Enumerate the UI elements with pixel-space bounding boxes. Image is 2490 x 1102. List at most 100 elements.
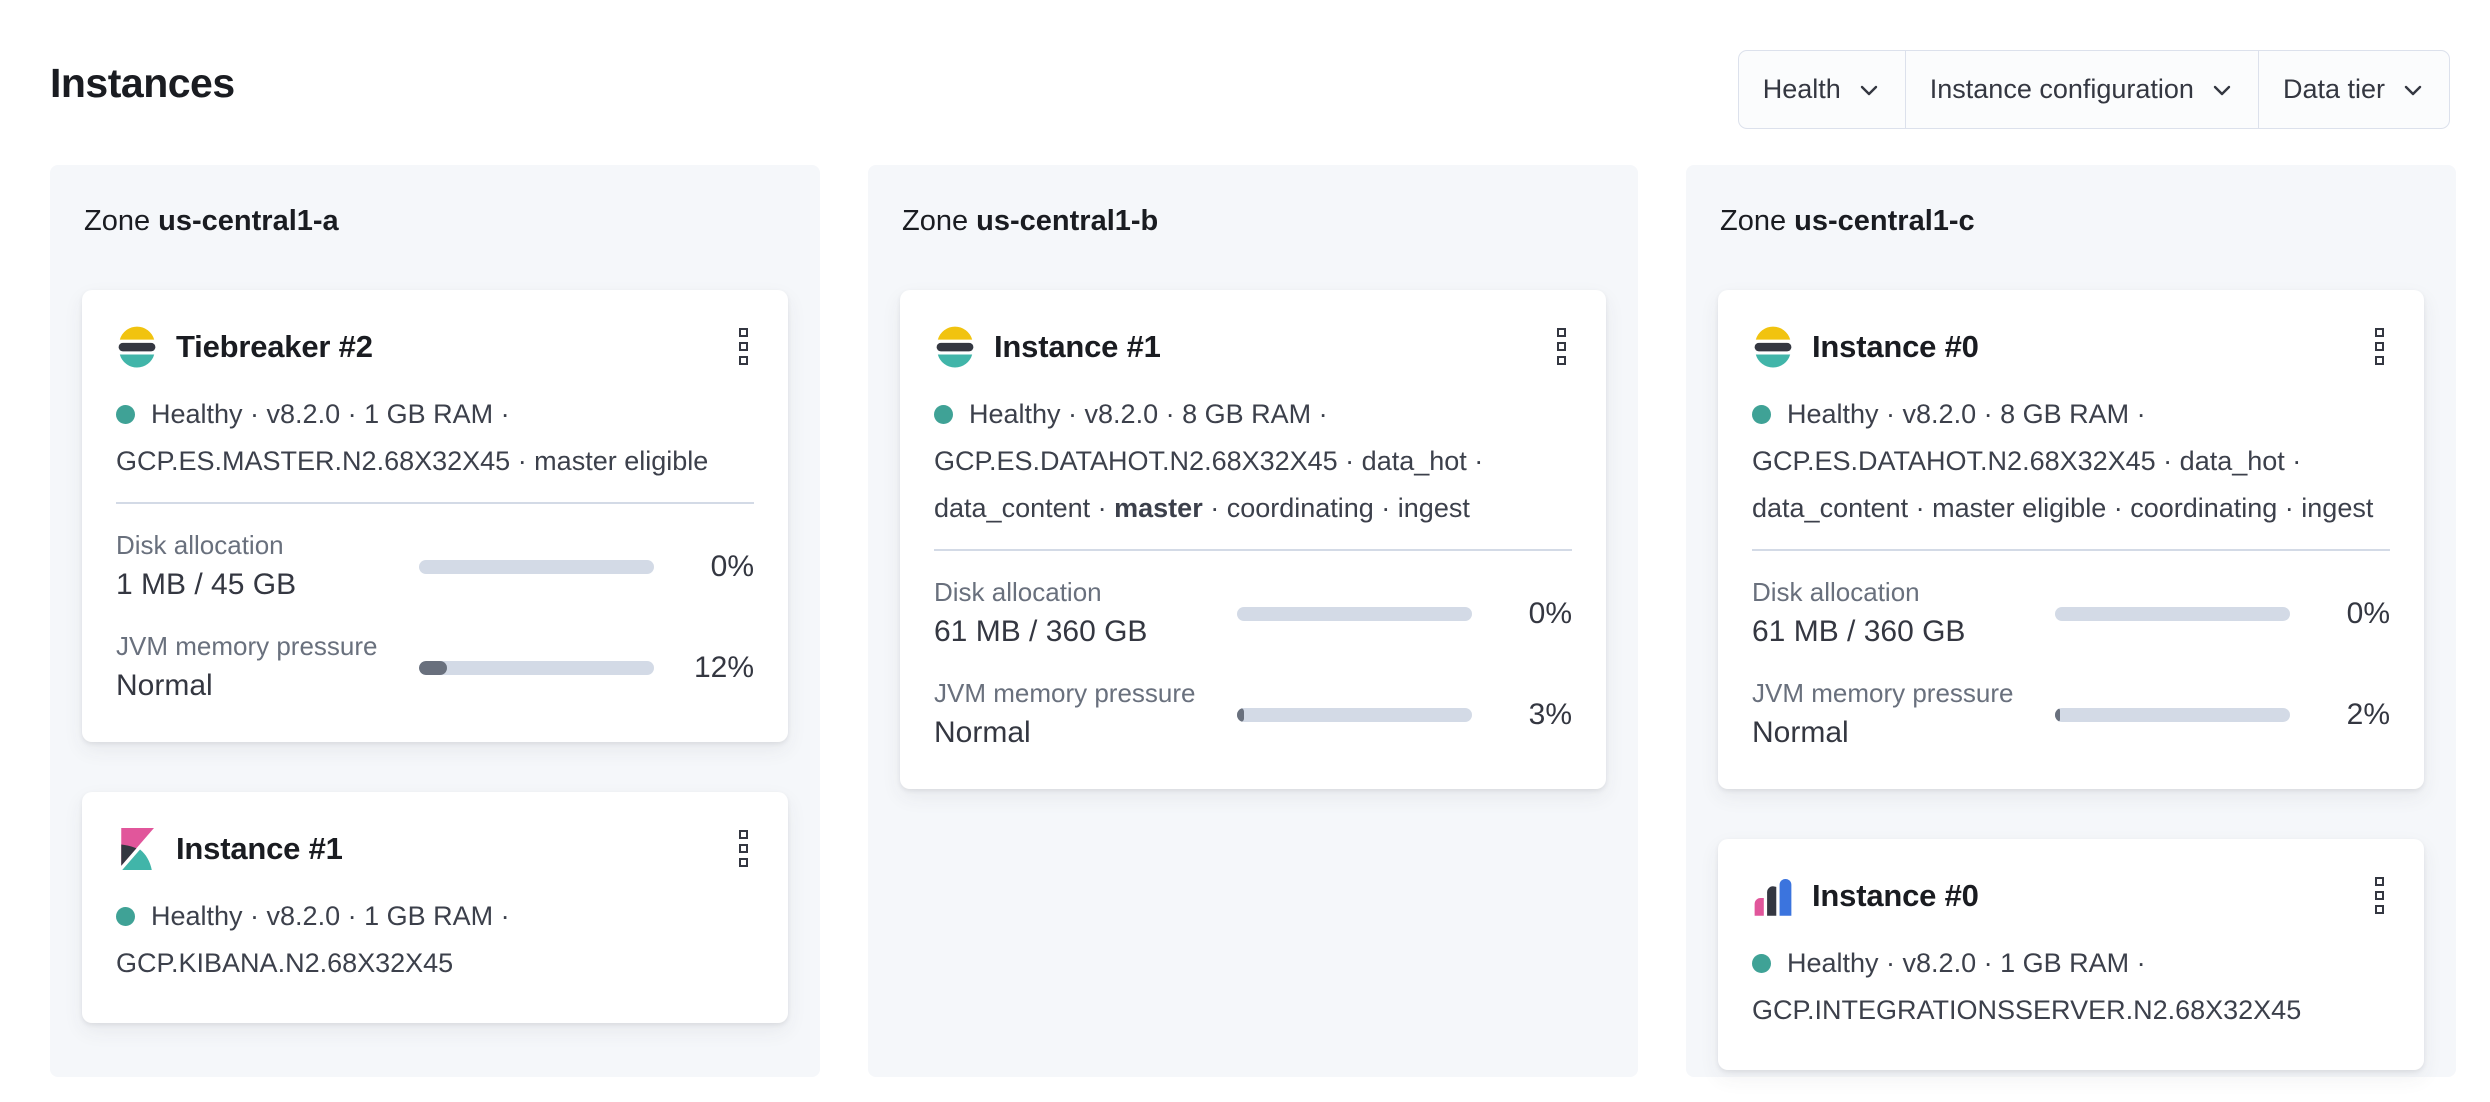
status-text: Healthy · v8.2.0 · 8 GB RAM · [969,399,1328,429]
instance-menu-button[interactable] [1551,322,1572,371]
status-line-3: data_content · master · coordinating · i… [934,485,1572,532]
zone-header: Zone us-central1-c [1720,205,2424,238]
instance-menu-button[interactable] [733,322,754,371]
status-text: · coordinating · ingest [1202,493,1470,523]
metric-text: Disk allocation 61 MB / 360 GB [1752,575,2055,652]
card-header: Instance #0 [1752,871,2390,920]
metric-value: Normal [116,669,213,702]
meter-fill [2055,707,2060,722]
metric-value: Normal [1752,716,1849,749]
zone-name: us-central1-b [976,205,1159,237]
metric-percent: 3% [1528,697,1572,731]
status-text: Healthy · v8.2.0 · 8 GB RAM · [1787,399,2146,429]
meter-fill [1237,707,1245,722]
disk-allocation-metric: Disk allocation 1 MB / 45 GB 0% [116,528,754,605]
jvm-memory-pressure-metric: JVM memory pressure Normal 3% [934,676,1572,753]
disk-allocation-meter [1237,606,1472,621]
kibana-logo-icon [116,828,158,870]
filter-group: Health Instance configuration Data tier [1737,50,2450,129]
card-header: Tiebreaker #2 [116,322,754,371]
kebab-icon [2375,356,2384,365]
status-text: GCP.ES.MASTER.N2.68X32X45 · master eligi… [116,446,709,476]
instance-card-tiebreaker-2: Tiebreaker #2 Healthy · v8.2.0 · 1 GB RA… [82,290,788,742]
kebab-icon [739,328,748,337]
page-header: Instances Health Instance configuration … [0,0,2490,165]
status-line-2: GCP.KIBANA.N2.68X32X45 [116,940,754,987]
filter-data-tier-button[interactable]: Data tier [2257,51,2449,128]
instance-title: Instance #1 [176,830,343,866]
metric-label: Disk allocation [116,530,284,560]
filter-instance-configuration-button[interactable]: Instance configuration [1904,51,2258,128]
filter-health-label: Health [1762,74,1841,104]
healthy-status-dot [116,907,135,926]
zone-panel-us-central1-c: Zone us-central1-c Instance #0 Healthy ·… [1686,165,2456,1077]
status-text: Healthy · v8.2.0 · 1 GB RAM · [1787,948,2146,978]
kebab-icon [2375,891,2384,900]
zone-name: us-central1-c [1794,205,1975,237]
status-line-1: Healthy · v8.2.0 · 1 GB RAM · [116,391,754,438]
meter-fill [419,660,448,675]
status-text: GCP.INTEGRATIONSSERVER.N2.68X32X45 [1752,995,2302,1025]
instance-title: Tiebreaker #2 [176,328,373,364]
status-line-2: GCP.INTEGRATIONSSERVER.N2.68X32X45 [1752,987,2390,1034]
metric-percent: 12% [693,650,754,684]
card-header: Instance #1 [934,322,1572,371]
kebab-icon [739,356,748,365]
chevron-down-icon [2210,78,2234,102]
metric-percent: 0% [1528,596,1572,630]
kebab-icon [739,858,748,867]
kebab-icon [2375,342,2384,351]
card-header: Instance #0 [1752,322,2390,371]
status-text: Healthy · v8.2.0 · 1 GB RAM · [151,399,510,429]
kebab-icon [1557,342,1566,351]
metric-value: 61 MB / 360 GB [934,615,1148,648]
status-line-1: Healthy · v8.2.0 · 1 GB RAM · [116,893,754,940]
kebab-icon [2375,877,2384,886]
kebab-icon [739,342,748,351]
status-line-2: GCP.ES.DATAHOT.N2.68X32X45 · data_hot · [1752,438,2390,485]
zone-panel-us-central1-a: Zone us-central1-a Tiebreaker #2 Healthy… [50,165,820,1077]
metric-value: Normal [934,716,1031,749]
kebab-icon [739,830,748,839]
instance-menu-button[interactable] [2369,871,2390,920]
filter-health-button[interactable]: Health [1739,51,1905,128]
metric-value: 61 MB / 360 GB [1752,615,1966,648]
kebab-icon [739,844,748,853]
metric-label: Disk allocation [1752,577,1920,607]
instance-menu-button[interactable] [2369,322,2390,371]
disk-allocation-meter [419,559,654,574]
disk-allocation-metric: Disk allocation 61 MB / 360 GB 0% [934,575,1572,652]
metric-percent: 2% [2346,697,2390,731]
instance-menu-button[interactable] [733,824,754,873]
status-text: GCP.ES.DATAHOT.N2.68X32X45 · data_hot · [1752,446,2302,476]
chevron-down-icon [1857,78,1881,102]
zone-name: us-central1-a [158,205,339,237]
healthy-status-dot [1752,405,1771,424]
kebab-icon [2375,328,2384,337]
zone-header: Zone us-central1-b [902,205,1606,238]
kebab-icon [1557,356,1566,365]
metric-label: JVM memory pressure [116,631,378,661]
filter-instance-configuration-label: Instance configuration [1929,74,2194,104]
metric-text: Disk allocation 1 MB / 45 GB [116,528,419,605]
kebab-icon [1557,328,1566,337]
metric-percent: 0% [2346,596,2390,630]
jvm-memory-pressure-meter [1237,707,1472,722]
metric-value: 1 MB / 45 GB [116,568,297,601]
status-text: data_content · [934,493,1115,523]
healthy-status-dot [934,405,953,424]
instance-title: Instance #0 [1812,328,1979,364]
jvm-memory-pressure-meter [2055,707,2290,722]
instance-title: Instance #1 [994,328,1161,364]
elasticsearch-logo-icon [934,326,976,368]
metric-text: JVM memory pressure Normal [1752,676,2055,753]
jvm-memory-pressure-metric: JVM memory pressure Normal 12% [116,629,754,706]
metric-text: JVM memory pressure Normal [934,676,1237,753]
status-line-1: Healthy · v8.2.0 · 1 GB RAM · [1752,940,2390,987]
healthy-status-dot [116,405,135,424]
chevron-down-icon [2401,78,2425,102]
instance-card-es-1: Instance #1 Healthy · v8.2.0 · 8 GB RAM … [900,290,1606,789]
filter-data-tier-label: Data tier [2282,74,2385,104]
status-text: Healthy · v8.2.0 · 1 GB RAM · [151,901,510,931]
status-text: GCP.KIBANA.N2.68X32X45 [116,948,454,978]
